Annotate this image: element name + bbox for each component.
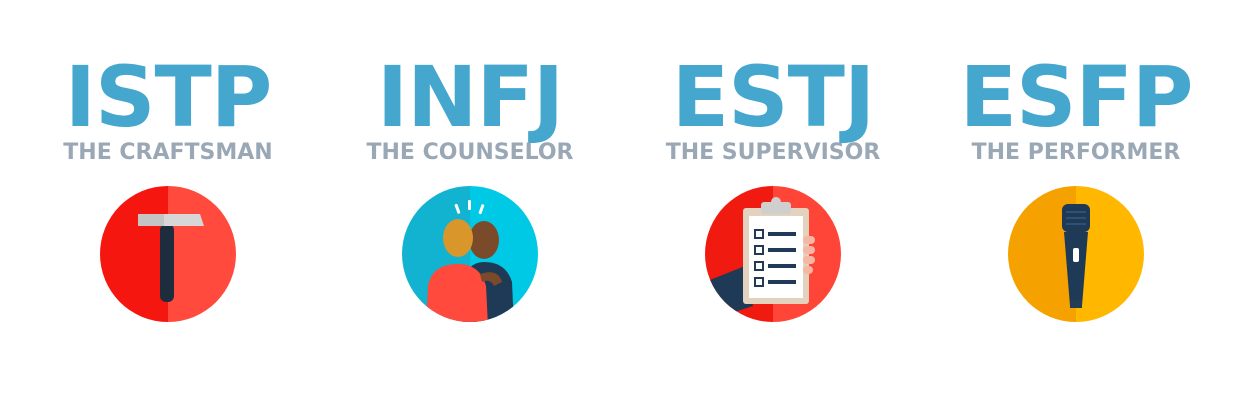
two-people-icon xyxy=(402,186,538,322)
type-nickname: THE PERFORMER xyxy=(971,140,1181,165)
type-nickname: THE SUPERVISOR xyxy=(665,140,881,165)
type-code: ESTJ xyxy=(671,48,875,146)
type-code: ISTP xyxy=(64,48,273,146)
type-card-estj: ESTJ THE SUPERVISOR xyxy=(623,0,923,400)
type-card-istp: ISTP THE CRAFTSMAN xyxy=(18,0,318,400)
type-code: ESFP xyxy=(959,48,1194,146)
hammer-icon xyxy=(100,186,236,322)
type-nickname: THE COUNSELOR xyxy=(366,140,574,165)
type-card-esfp: ESFP THE PERFORMER xyxy=(926,0,1226,400)
microphone-icon xyxy=(1008,186,1144,322)
clipboard-checklist-icon xyxy=(705,186,841,322)
type-card-infj: INFJ THE COUNSELOR xyxy=(320,0,620,400)
type-code: INFJ xyxy=(376,48,564,146)
type-nickname: THE CRAFTSMAN xyxy=(63,140,273,165)
